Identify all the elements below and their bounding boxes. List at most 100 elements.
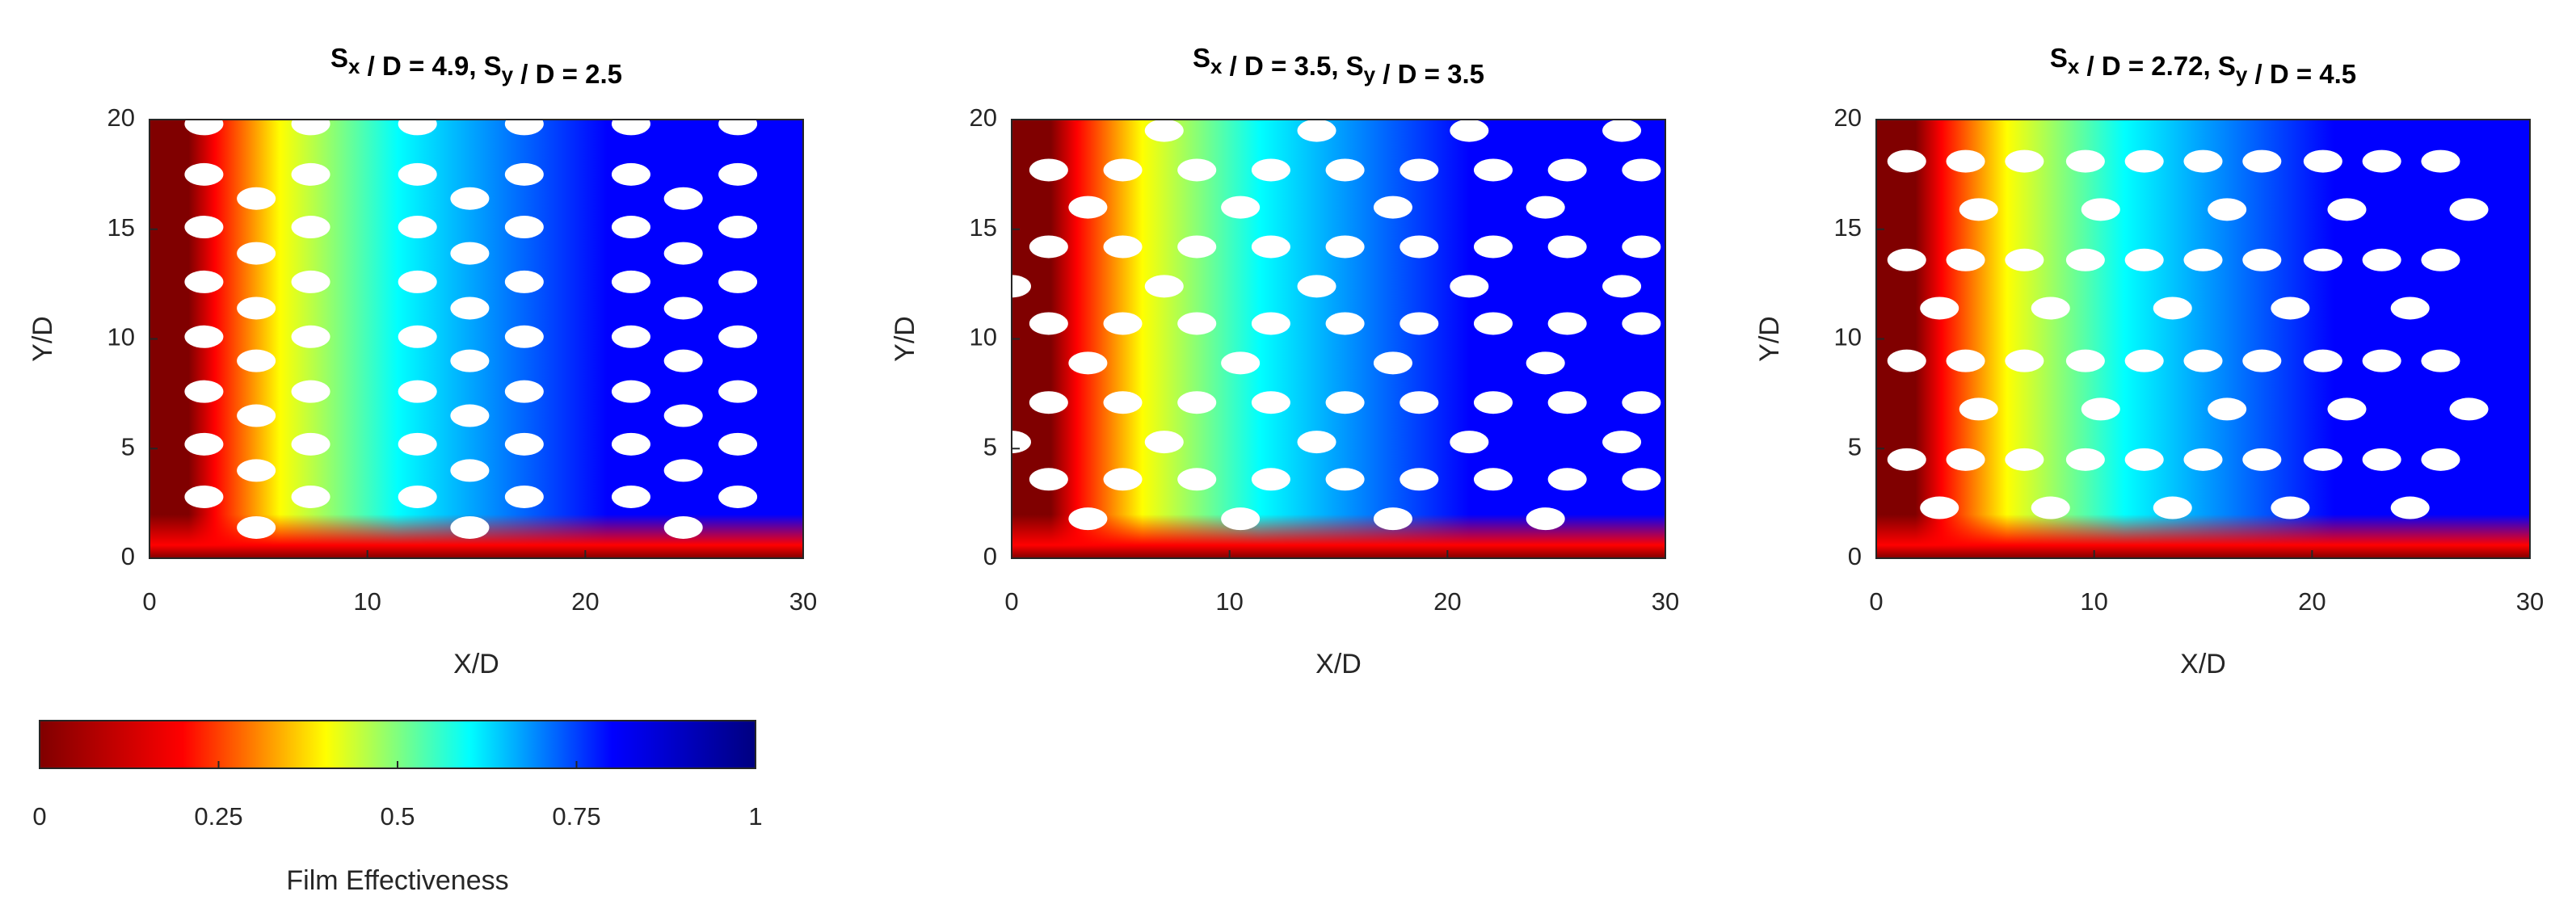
hole [1920,296,1959,320]
hole [1959,397,1998,421]
hole [1526,351,1565,375]
hole [718,325,758,348]
y-tick-label: 5 [1848,432,1862,460]
colorbar-tick-label: 0.5 [380,802,415,831]
hole [1946,149,1985,173]
x-tick-label: 30 [2516,587,2544,616]
hole [1959,198,1998,221]
hole [237,515,276,539]
hole [2303,149,2342,173]
hole [2005,248,2044,271]
hole [1450,119,1489,142]
hole [2065,248,2105,271]
hole [1251,235,1290,259]
hole [1373,196,1412,219]
hole [2242,149,2282,173]
y-tick-label: 20 [1834,103,1862,132]
hole [2303,349,2342,372]
hole [237,242,276,265]
hole [1221,507,1261,531]
hole [2327,198,2367,221]
hole [1068,196,1108,219]
hole [2183,248,2223,271]
hole [1029,468,1068,491]
hole [2390,496,2430,519]
hole [1887,349,1926,372]
hole [291,485,330,508]
hole [450,187,490,210]
hole [1946,349,1985,372]
hole [1400,312,1439,335]
x-tick-label: 30 [789,587,817,616]
hole [1325,391,1365,414]
hole [718,432,758,456]
hole [2390,296,2430,320]
hole [504,270,544,293]
hole [1547,235,1587,259]
hole [237,187,276,210]
x-axis-label: X/D [453,649,499,679]
hole [663,404,703,427]
hole [2065,349,2105,372]
hole [504,162,544,186]
hole [718,112,758,136]
hole [1887,149,1926,173]
x-tick-label: 30 [1652,587,1679,616]
hole [611,270,650,293]
hole [398,325,437,348]
hole [1547,468,1587,491]
hole [2271,496,2310,519]
colorbar-tick-label: 0.25 [194,802,242,831]
y-tick-label: 5 [121,432,135,460]
hole [1400,468,1439,491]
y-tick-label: 20 [107,103,135,132]
hole [237,349,276,372]
hole [1297,431,1336,454]
hole [1547,391,1587,414]
hole [718,270,758,293]
hole [398,270,437,293]
hole [504,380,544,403]
hole [1887,448,1926,471]
hole [1602,431,1642,454]
hole [2271,296,2310,320]
hole [1946,248,1985,271]
hole [504,432,544,456]
hole [1400,158,1439,182]
hole [1920,496,1959,519]
hole [611,162,650,186]
hole [2124,248,2164,271]
hole [2081,397,2120,421]
hole [1029,235,1068,259]
hole [2449,397,2489,421]
colorbar [39,720,756,769]
hole [398,380,437,403]
hole [504,485,544,508]
y-tick-label: 0 [1848,542,1862,570]
hole [611,380,650,403]
hole [2303,248,2342,271]
hole [2005,149,2044,173]
hole [1068,507,1108,531]
hole [1946,448,1985,471]
x-tick-label: 0 [1869,587,1883,616]
y-tick-label: 5 [983,432,997,460]
hole [2153,296,2192,320]
hole [1177,235,1217,259]
hole [1325,312,1365,335]
hole [663,349,703,372]
hole [1325,235,1365,259]
colorbar-tick-label: 1 [748,802,762,831]
hole [450,296,490,320]
hole [2183,349,2223,372]
hole [2362,149,2401,173]
hole [184,270,224,293]
hole [1297,119,1336,142]
hole [398,162,437,186]
hole [1602,275,1642,298]
x-tick-label: 0 [1004,587,1018,616]
hole [1144,275,1184,298]
y-tick-label: 10 [107,323,135,351]
panel-title: Sx / D = 4.9, Sy / D = 2.5 [330,43,622,89]
hole [291,112,330,136]
